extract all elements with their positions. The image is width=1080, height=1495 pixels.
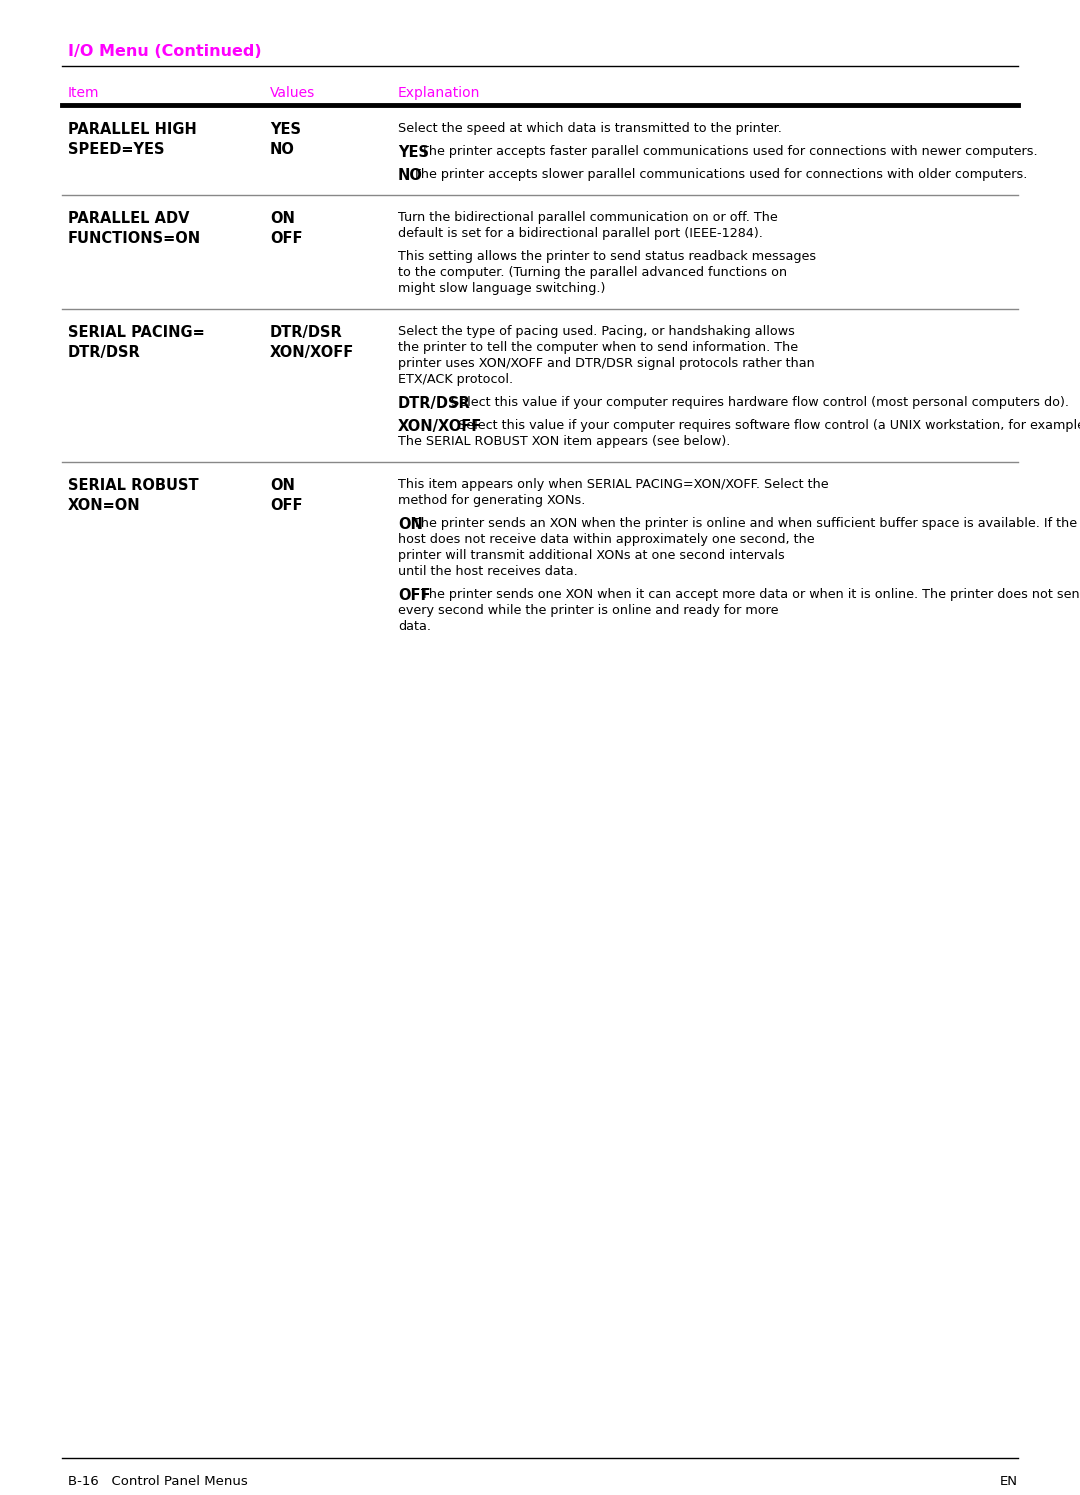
Text: DTR/DSR: DTR/DSR [270, 324, 342, 339]
Text: ON: ON [270, 478, 295, 493]
Text: Select the type of pacing used. Pacing, or handshaking allows: Select the type of pacing used. Pacing, … [399, 324, 795, 338]
Text: YES: YES [270, 123, 301, 138]
Text: Item: Item [68, 87, 99, 100]
Text: Select this value if your computer requires software flow control (a UNIX workst: Select this value if your computer requi… [459, 419, 1080, 432]
Text: ON: ON [399, 517, 423, 532]
Text: The printer accepts slower parallel communications used for connections with old: The printer accepts slower parallel comm… [414, 167, 1027, 181]
Text: Turn the bidirectional parallel communication on or off. The: Turn the bidirectional parallel communic… [399, 211, 778, 224]
Text: B-16   Control Panel Menus: B-16 Control Panel Menus [68, 1476, 247, 1488]
Text: method for generating XONs.: method for generating XONs. [399, 493, 585, 507]
Text: This setting allows the printer to send status readback messages: This setting allows the printer to send … [399, 250, 816, 263]
Text: FUNCTIONS=ON: FUNCTIONS=ON [68, 232, 201, 247]
Text: ETX/ACK protocol.: ETX/ACK protocol. [399, 372, 513, 386]
Text: Values: Values [270, 87, 315, 100]
Text: The printer accepts faster parallel communications used for connections with new: The printer accepts faster parallel comm… [421, 145, 1037, 158]
Text: to the computer. (Turning the parallel advanced functions on: to the computer. (Turning the parallel a… [399, 266, 787, 280]
Text: SERIAL PACING=: SERIAL PACING= [68, 324, 205, 339]
Text: EN: EN [1000, 1476, 1018, 1488]
Text: NO: NO [270, 142, 295, 157]
Text: SPEED=YES: SPEED=YES [68, 142, 164, 157]
Text: data.: data. [399, 620, 431, 632]
Text: Select this value if your computer requires hardware flow control (most personal: Select this value if your computer requi… [451, 396, 1069, 410]
Text: The printer sends one XON when it can accept more data or when it is online. The: The printer sends one XON when it can ac… [421, 588, 1080, 601]
Text: The printer sends an XON when the printer is online and when sufficient buffer s: The printer sends an XON when the printe… [414, 517, 1077, 531]
Text: default is set for a bidirectional parallel port (IEEE-1284).: default is set for a bidirectional paral… [399, 227, 762, 241]
Text: YES: YES [399, 145, 429, 160]
Text: PARALLEL HIGH: PARALLEL HIGH [68, 123, 197, 138]
Text: might slow language switching.): might slow language switching.) [399, 283, 606, 295]
Text: The SERIAL ROBUST XON item appears (see below).: The SERIAL ROBUST XON item appears (see … [399, 435, 730, 448]
Text: OFF: OFF [270, 498, 302, 513]
Text: XON/XOFF: XON/XOFF [270, 345, 354, 360]
Text: SERIAL ROBUST: SERIAL ROBUST [68, 478, 199, 493]
Text: PARALLEL ADV: PARALLEL ADV [68, 211, 189, 226]
Text: host does not receive data within approximately one second, the: host does not receive data within approx… [399, 534, 814, 546]
Text: Explanation: Explanation [399, 87, 481, 100]
Text: printer uses XON/XOFF and DTR/DSR signal protocols rather than: printer uses XON/XOFF and DTR/DSR signal… [399, 357, 814, 369]
Text: NO: NO [399, 167, 423, 182]
Text: DTR/DSR: DTR/DSR [68, 345, 140, 360]
Text: XON=ON: XON=ON [68, 498, 140, 513]
Text: XON/XOFF: XON/XOFF [399, 419, 483, 434]
Text: every second while the printer is online and ready for more: every second while the printer is online… [399, 604, 779, 617]
Text: ON: ON [270, 211, 295, 226]
Text: I/O Menu (Continued): I/O Menu (Continued) [68, 43, 261, 58]
Text: Select the speed at which data is transmitted to the printer.: Select the speed at which data is transm… [399, 123, 782, 135]
Text: until the host receives data.: until the host receives data. [399, 565, 578, 579]
Text: the printer to tell the computer when to send information. The: the printer to tell the computer when to… [399, 341, 798, 354]
Text: This item appears only when SERIAL PACING=XON/XOFF. Select the: This item appears only when SERIAL PACIN… [399, 478, 828, 490]
Text: printer will transmit additional XONs at one second intervals: printer will transmit additional XONs at… [399, 549, 785, 562]
Text: OFF: OFF [270, 232, 302, 247]
Text: DTR/DSR: DTR/DSR [399, 396, 471, 411]
Text: OFF: OFF [399, 588, 431, 602]
